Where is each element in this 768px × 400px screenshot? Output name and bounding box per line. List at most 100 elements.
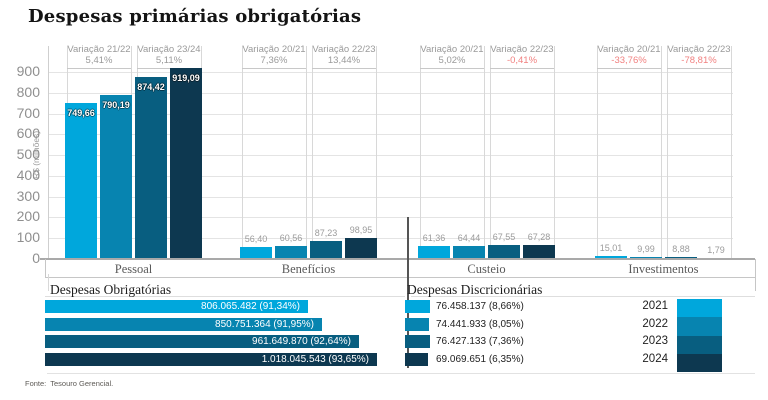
bar-2021-custeio (418, 246, 450, 259)
bar-2021-pessoal: 749,66 (65, 103, 97, 259)
obrigatorias-bar-2024: 1.018.045.543 (93,65%) (45, 353, 377, 367)
bar-value-label: 56,40 (244, 234, 268, 245)
y-tick-label: 400 (16, 166, 40, 183)
section-divider-line (407, 217, 409, 368)
variation-cell-border (306, 46, 307, 259)
obrigatorias-underline (45, 296, 405, 297)
variation-cell-underline (67, 68, 131, 69)
discricionarias-bar-2021 (405, 300, 430, 313)
variation-value: 5,11% (155, 55, 183, 66)
bar-2022-custeio (453, 245, 485, 259)
discricionarias-bar-2024 (405, 353, 428, 367)
bar-2022-pessoal: 790,19 (100, 94, 132, 259)
variation-label: Variação 22/23 (667, 44, 731, 55)
legend-year-label: 2022 (642, 317, 668, 330)
variation-header: Variação 21/22 5,41% (59, 44, 139, 66)
bar-value-label: 15,01 (599, 242, 623, 253)
y-tick-label: 800 (16, 83, 40, 100)
bar-2023-beneficios (310, 240, 342, 259)
y-tick-label: 300 (16, 187, 40, 204)
variation-value: -0,41% (506, 55, 538, 66)
variation-cell-underline (137, 68, 201, 69)
variation-cell-border (484, 46, 485, 259)
category-label: Custeio (467, 262, 506, 276)
bar-2023-custeio (488, 244, 520, 259)
gridline (48, 155, 733, 157)
obrigatorias-bar-2023: 961.649.870 (92,64%) (45, 335, 359, 349)
bar-2021-beneficios (240, 247, 272, 259)
gridline (48, 113, 733, 115)
legend-year-label: 2021 (642, 300, 668, 312)
variation-cell-border (731, 46, 732, 259)
variation-header: Variação 20/21 5,02% (412, 44, 492, 66)
gridline (48, 134, 733, 136)
y-tick-label: 600 (16, 125, 40, 142)
bar-value-label: 1,79 (707, 245, 725, 255)
bar-value-label: 87,23 (314, 227, 338, 238)
variation-cell-border (312, 46, 313, 259)
bar-value-label: 60,56 (279, 233, 303, 244)
variation-header: Variação 23/24 5,11% (129, 44, 209, 66)
legend-swatch-2024 (677, 353, 722, 372)
obrigatorias-bar-2021: 806.065.482 (91,34%) (45, 300, 308, 313)
y-axis-line (48, 46, 49, 259)
variation-value: 7,36% (260, 55, 288, 66)
variation-value: 13,44% (327, 55, 361, 66)
band-right-tick (755, 259, 756, 291)
variation-cell-underline (490, 68, 554, 69)
variation-cell-border (661, 46, 662, 259)
legend-swatch-2021 (677, 299, 722, 318)
variation-value: -78,81% (681, 55, 717, 66)
variation-header: Variação 22/23 -0,41% (482, 44, 562, 66)
y-tick-label: 700 (16, 104, 40, 121)
bar-2022-investimentos (630, 256, 662, 259)
obrigatorias-bar-2022: 850.751.364 (91,95%) (45, 317, 322, 331)
y-tick-label: 500 (16, 146, 40, 163)
legend-year-label: 2024 (642, 353, 668, 366)
discricionarias-bar-label: 74.441.933 (8,05%) (436, 318, 524, 330)
y-tick-label: 200 (16, 208, 40, 225)
variation-cell-underline (242, 68, 306, 69)
discricionarias-bar-label: 76.427.133 (7,36%) (436, 336, 524, 348)
variation-label: Variação 20/21 (242, 44, 306, 55)
bar-value-label: 749,66 (67, 108, 95, 119)
variation-label: Variação 22/23 (490, 44, 554, 55)
variation-value: -33,76% (611, 55, 647, 66)
variation-label: Variação 20/21 (420, 44, 484, 55)
discricionarias-bar-2023 (405, 335, 430, 349)
band-left-tick (45, 259, 46, 278)
legend-swatch-2023 (677, 335, 722, 354)
category-label: Benefícios (281, 262, 336, 276)
y-tick-label: 900 (16, 63, 40, 79)
category-label: Pessoal (114, 262, 153, 276)
variation-value: 5,02% (438, 55, 466, 66)
gridline (48, 72, 733, 73)
variation-cell-underline (420, 68, 484, 69)
variation-cell-border (597, 46, 598, 259)
bar-value-label: 874,42 (137, 82, 165, 93)
legend-swatch-2022 (677, 317, 722, 336)
discricionarias-bar-label: 76.458.137 (8,66%) (436, 301, 524, 312)
source-label: Fonte: (25, 379, 47, 388)
gridline (48, 196, 733, 198)
gridline (48, 92, 733, 94)
x-axis-line (40, 258, 755, 260)
bar-2021-investimentos (595, 255, 627, 259)
source-note: Fonte: Tesouro Gerencial. (25, 379, 117, 388)
variation-header: Variação 22/23 13,44% (304, 44, 384, 66)
variation-cell-border (667, 46, 668, 259)
bar-value-label: 98,95 (349, 225, 373, 236)
gridline (48, 175, 733, 177)
variation-cell-underline (312, 68, 376, 69)
variation-label: Variação 22/23 (312, 44, 376, 55)
bar-value-label: 67,28 (527, 232, 551, 243)
band-bottom-line (45, 277, 755, 278)
gridline (48, 238, 733, 240)
variation-cell-border (242, 46, 243, 259)
bar-value-label: 8,88 (672, 244, 690, 255)
source-text: Tesouro Gerencial. (50, 379, 114, 388)
variation-label: Variação 23/24 (137, 44, 201, 55)
section-title-obrigatorias: Despesas Obrigatórias (50, 282, 172, 297)
